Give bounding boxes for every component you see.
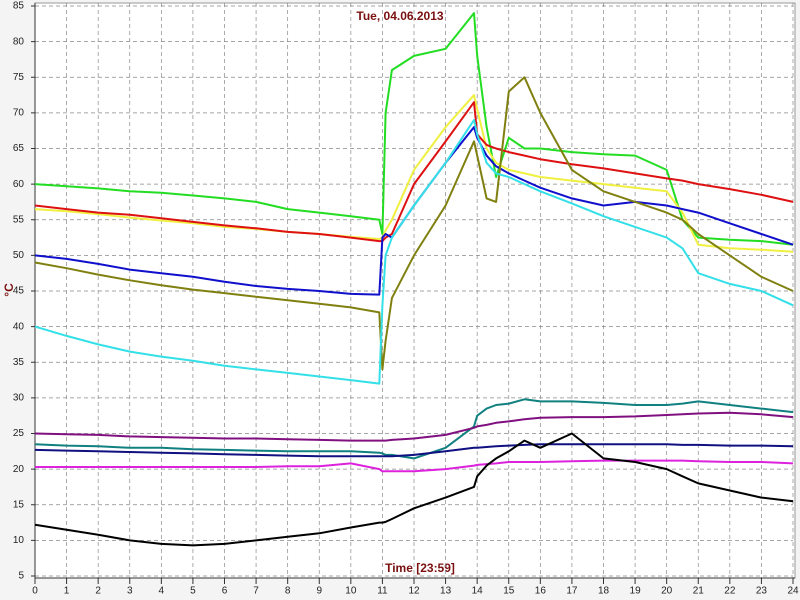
x-tick-label: 8 xyxy=(285,586,291,597)
series-line xyxy=(34,443,794,458)
series-line xyxy=(34,411,794,442)
y-tick-label: 10 xyxy=(13,535,25,546)
x-tick-label: 11 xyxy=(377,586,388,597)
x-tick-label: 21 xyxy=(693,586,705,597)
y-tick-label: 45 xyxy=(13,286,25,297)
plot-area xyxy=(34,2,796,579)
y-tick-label: 70 xyxy=(13,108,25,119)
y-tick-label: 80 xyxy=(13,36,25,47)
series-line xyxy=(34,432,794,547)
x-tick-label: 5 xyxy=(190,586,196,597)
x-tick-label: 2 xyxy=(95,586,101,597)
x-tick-label: 24 xyxy=(787,586,799,597)
x-tick-label: 17 xyxy=(566,586,578,597)
y-tick-label: 20 xyxy=(13,464,25,475)
chart-title: Tue, 04.06.2013 xyxy=(356,9,443,23)
x-tick-label: 18 xyxy=(598,586,610,597)
y-tick-label: 85 xyxy=(13,1,25,12)
x-tick-label: 22 xyxy=(724,586,736,597)
y-tick-label: 15 xyxy=(13,499,25,510)
x-tick-label: 9 xyxy=(316,586,322,597)
x-tick-label: 4 xyxy=(159,586,165,597)
x-tick-label: 10 xyxy=(345,586,357,597)
x-tick-label: 7 xyxy=(253,586,259,597)
series-line xyxy=(34,76,794,371)
y-tick-label: 55 xyxy=(13,214,25,225)
x-tick-label: 20 xyxy=(661,586,673,597)
y-axis-label: °C xyxy=(2,283,16,297)
series-line xyxy=(35,459,794,473)
y-tick-label: 65 xyxy=(13,143,25,154)
x-tick-label: 3 xyxy=(127,586,133,597)
x-tick-label: 13 xyxy=(440,586,452,597)
series-line xyxy=(34,101,794,243)
x-tick-label: 1 xyxy=(64,586,70,597)
y-tick-label: 35 xyxy=(13,357,25,368)
y-tick-label: 5 xyxy=(18,571,24,582)
series-line xyxy=(34,398,794,460)
x-tick-label: 6 xyxy=(222,586,228,597)
series-line xyxy=(34,119,794,385)
y-tick-label: 25 xyxy=(13,428,25,439)
x-tick-label: 16 xyxy=(535,586,547,597)
x-tick-label: 12 xyxy=(408,586,420,597)
x-tick-label: 19 xyxy=(630,586,642,597)
series-line xyxy=(34,12,794,246)
series-line xyxy=(34,94,794,253)
x-tick-label: 23 xyxy=(756,586,768,597)
x-axis-label: Time [23:59] xyxy=(385,561,455,575)
x-tick-label: 0 xyxy=(32,586,38,597)
y-tick-label: 50 xyxy=(13,250,25,261)
y-tick-label: 60 xyxy=(13,179,25,190)
y-tick-label: 75 xyxy=(13,72,25,83)
y-tick-label: 40 xyxy=(13,321,25,332)
x-tick-label: 14 xyxy=(472,586,484,597)
x-tick-label: 15 xyxy=(503,586,515,597)
y-tick-label: 30 xyxy=(13,393,25,404)
